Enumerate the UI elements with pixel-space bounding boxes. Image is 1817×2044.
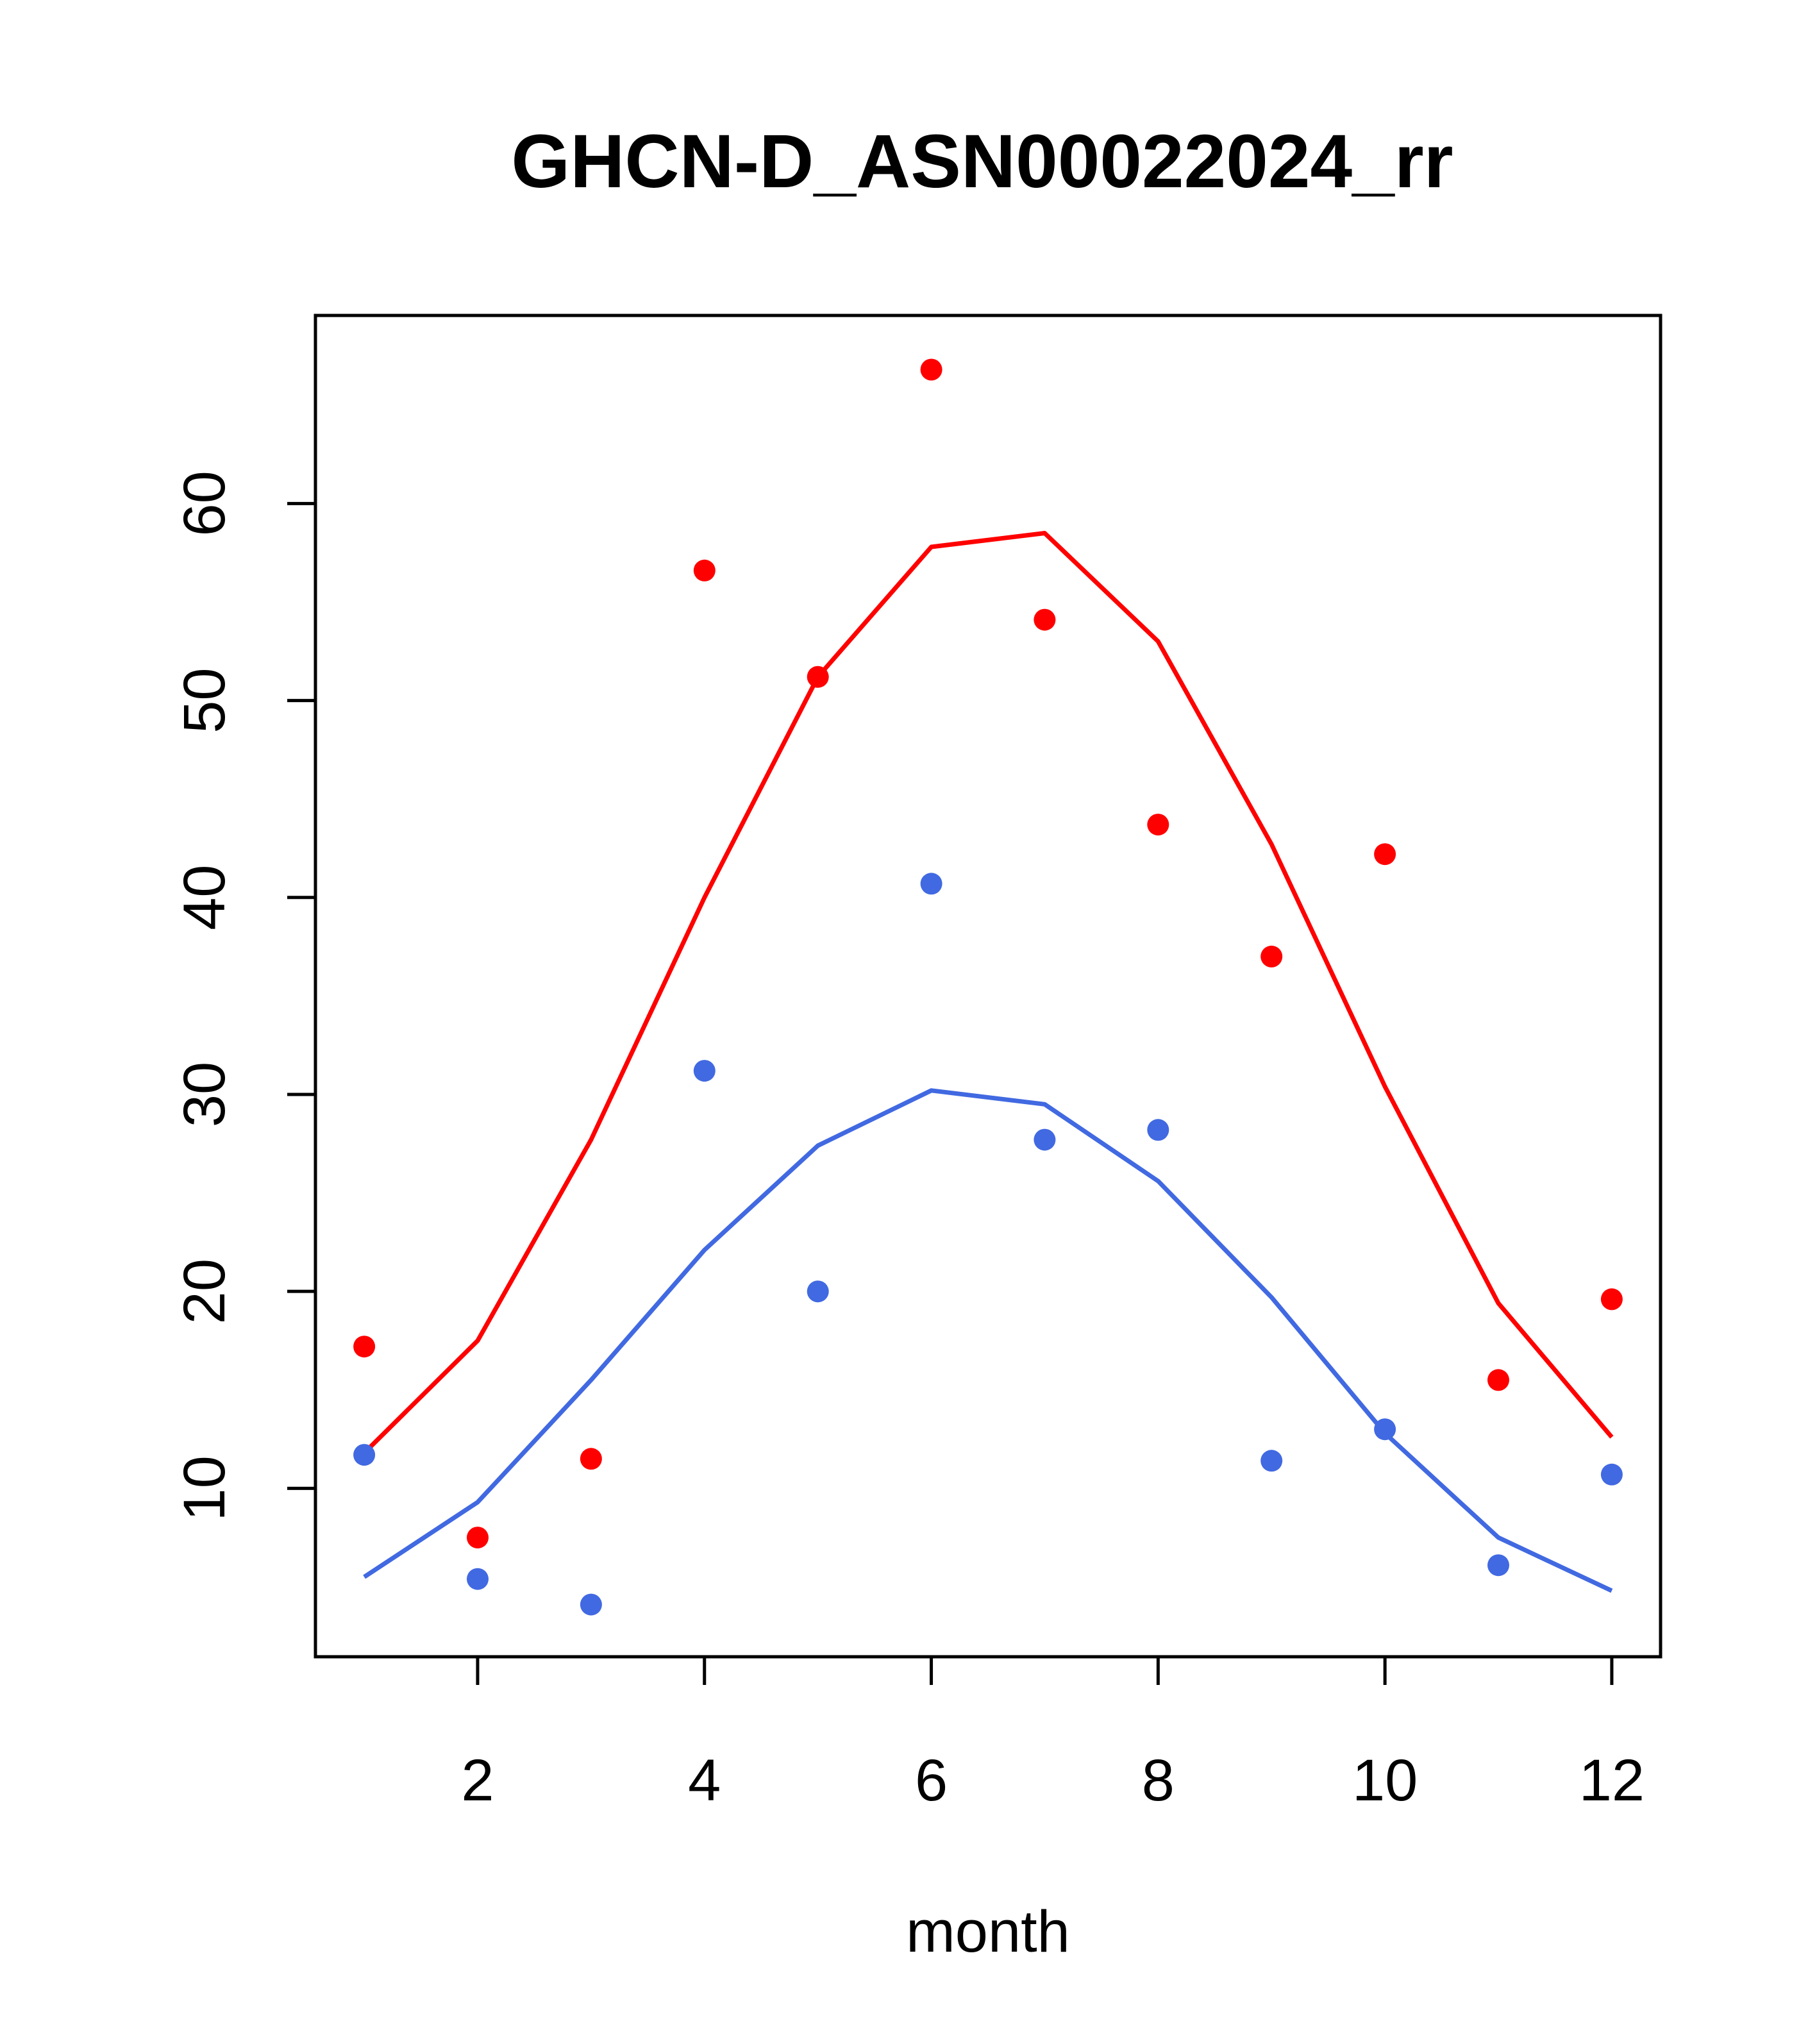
y-axis: 10 20 30 40 50 60 (172, 471, 317, 1521)
x-tick-label: 10 (1352, 1748, 1418, 1813)
data-point (1260, 945, 1283, 968)
data-point (580, 1448, 602, 1470)
x-axis: 2 4 6 8 10 12 (461, 1655, 1645, 1813)
data-point (1487, 1369, 1509, 1391)
data-point (353, 1336, 376, 1358)
data-point (1374, 1418, 1396, 1441)
series-1 (353, 358, 1623, 1549)
data-point (1034, 608, 1056, 631)
data-point (1034, 1128, 1056, 1151)
data-point (693, 1060, 716, 1082)
data-point (1374, 843, 1396, 866)
data-point (353, 1444, 376, 1466)
data-point (693, 559, 716, 582)
y-tick-label: 30 (172, 1062, 237, 1127)
data-point (1600, 1288, 1623, 1311)
series-2 (353, 873, 1623, 1616)
y-tick-label: 20 (172, 1259, 237, 1324)
series-line (363, 1088, 1613, 1593)
data-point (1600, 1463, 1623, 1486)
data-point (1487, 1554, 1509, 1577)
y-tick-label: 50 (172, 667, 237, 733)
x-tick-label: 6 (915, 1748, 948, 1813)
y-tick-label: 60 (172, 471, 237, 536)
series-line (362, 531, 1614, 1455)
data-point (467, 1568, 489, 1590)
x-tick-label: 2 (461, 1748, 494, 1813)
data-point (1147, 814, 1169, 836)
data-point (807, 666, 829, 688)
chart-title: GHCN-D_ASN00022024_rr (511, 119, 1453, 204)
data-point (1260, 1450, 1283, 1472)
y-tick-label: 10 (172, 1455, 237, 1521)
plot-frame (314, 314, 1662, 1659)
x-tick-label: 8 (1142, 1748, 1175, 1813)
data-point (920, 873, 942, 895)
series-layer (353, 358, 1623, 1616)
x-axis-label: month (906, 1899, 1070, 1964)
data-point (920, 358, 942, 381)
x-tick-label: 12 (1579, 1748, 1645, 1813)
data-point (467, 1527, 489, 1549)
data-point (807, 1280, 829, 1303)
x-tick-label: 4 (688, 1748, 721, 1813)
data-point (580, 1593, 602, 1616)
y-tick-label: 40 (172, 865, 237, 930)
data-point (1147, 1119, 1169, 1141)
